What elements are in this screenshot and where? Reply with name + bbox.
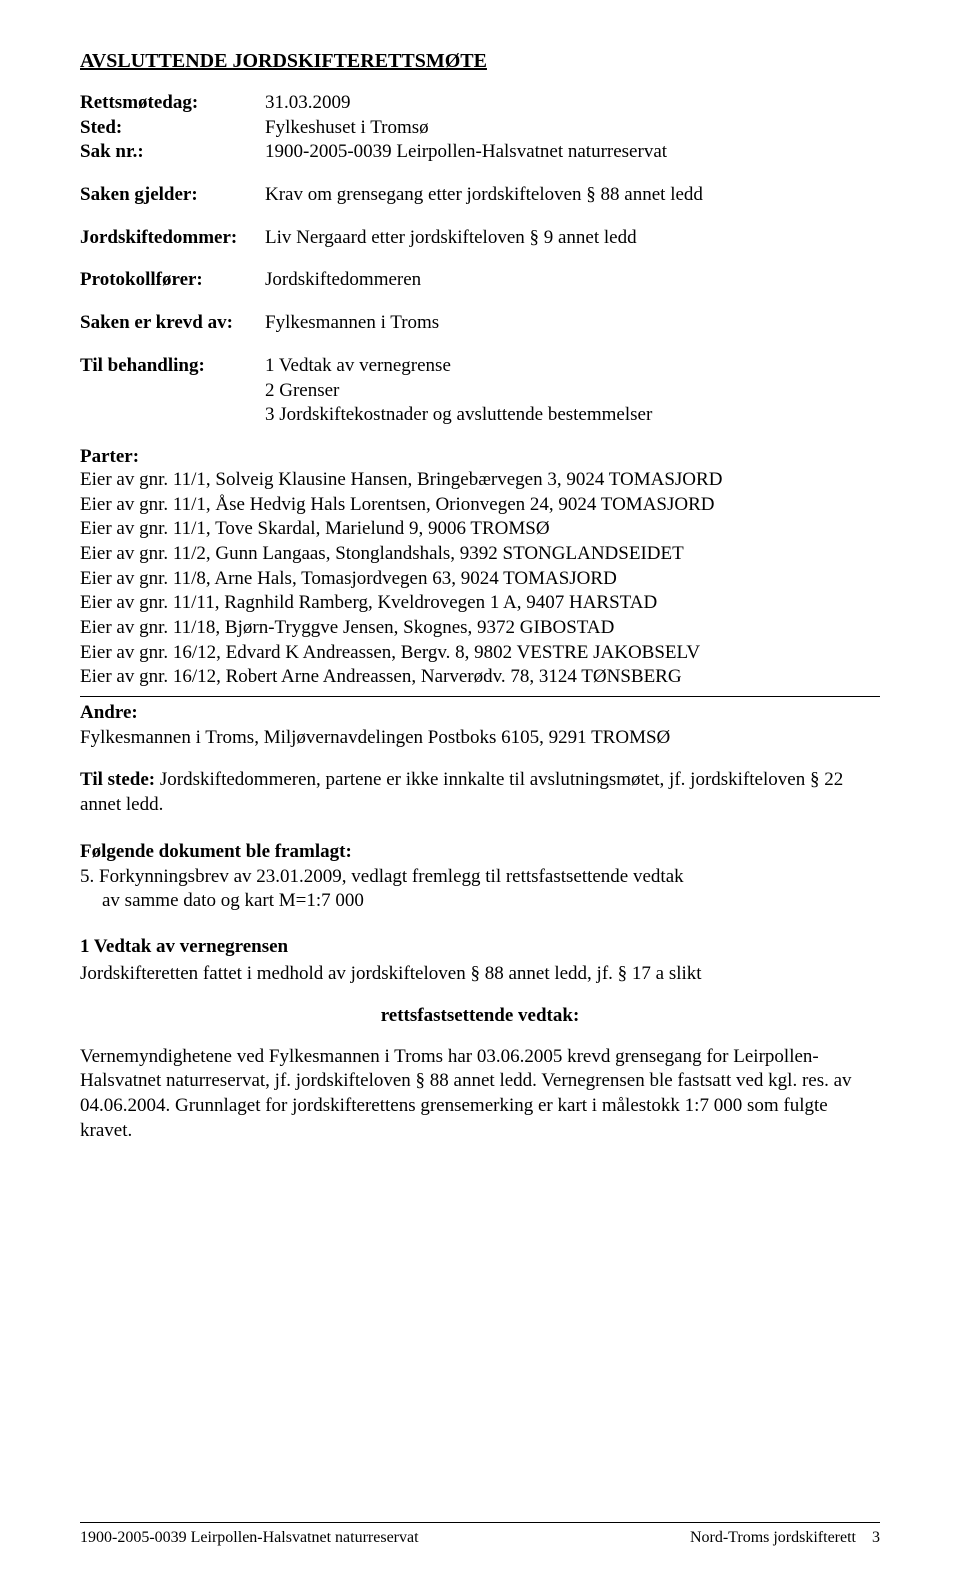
jordskiftedommer-value: Liv Nergaard etter jordskifteloven § 9 a… [265, 226, 880, 251]
tilstede-label: Til stede: [80, 769, 155, 790]
sted-label: Sted: [80, 116, 265, 141]
footer-separator [80, 1522, 880, 1523]
til-behandling-list: 1 Vedtak av vernegrense 2 Grenser 3 Jord… [265, 354, 880, 428]
tilstede-block: Til stede: Jordskiftedommeren, partene e… [80, 768, 880, 817]
framlagt-item-line1: 5. Forkynningsbrev av 23.01.2009, vedlag… [80, 865, 880, 890]
protokollforer-value: Jordskiftedommeren [265, 268, 880, 293]
page-footer: 1900-2005-0039 Leirpollen-Halsvatnet nat… [80, 1517, 880, 1547]
vedtak-centered: rettsfastsettende vedtak: [80, 1005, 880, 1027]
meta-row-protokollforer: Protokollfører: Jordskiftedommeren [80, 268, 880, 293]
saknr-label: Sak nr.: [80, 140, 265, 165]
parter-line-2: Eier av gnr. 11/1, Åse Hedvig Hals Loren… [80, 493, 880, 518]
protokollforer-label: Protokollfører: [80, 268, 265, 293]
parter-line-6: Eier av gnr. 11/11, Ragnhild Ramberg, Kv… [80, 591, 880, 616]
parter-line-3: Eier av gnr. 11/1, Tove Skardal, Marielu… [80, 517, 880, 542]
meta-row-saken-er-krevd: Saken er krevd av: Fylkesmannen i Troms [80, 311, 880, 336]
meta-block-1: Rettsmøtedag: 31.03.2009 Sted: Fylkeshus… [80, 91, 880, 165]
saknr-value: 1900-2005-0039 Leirpollen-Halsvatnet nat… [265, 140, 880, 165]
sted-value: Fylkeshuset i Tromsø [265, 116, 880, 141]
meta-block-4: Protokollfører: Jordskiftedommeren [80, 268, 880, 293]
vedtak-intro: Jordskifteretten fattet i medhold av jor… [80, 962, 880, 987]
parter-line-9: Eier av gnr. 16/12, Robert Arne Andreass… [80, 665, 880, 690]
meta-block-2: Saken gjelder: Krav om grensegang etter … [80, 183, 880, 208]
tilstede-text: Jordskiftedommeren, partene er ikke innk… [80, 769, 843, 815]
meta-row-saken-gjelder: Saken gjelder: Krav om grensegang etter … [80, 183, 880, 208]
meta-row-sted: Sted: Fylkeshuset i Tromsø [80, 116, 880, 141]
parter-line-5: Eier av gnr. 11/8, Arne Hals, Tomasjordv… [80, 567, 880, 592]
saken-gjelder-label: Saken gjelder: [80, 183, 265, 208]
parter-list: Eier av gnr. 11/1, Solveig Klausine Hans… [80, 468, 880, 690]
parter-label: Parter: [80, 446, 880, 468]
rettsmotedag-value: 31.03.2009 [265, 91, 880, 116]
footer-page-number: 3 [872, 1529, 880, 1546]
saken-er-krevd-value: Fylkesmannen i Troms [265, 311, 880, 336]
andre-line: Fylkesmannen i Troms, Miljøvernavdelinge… [80, 726, 880, 751]
footer-line: 1900-2005-0039 Leirpollen-Halsvatnet nat… [80, 1527, 880, 1547]
parter-line-1: Eier av gnr. 11/1, Solveig Klausine Hans… [80, 468, 880, 493]
meta-block-3: Jordskiftedommer: Liv Nergaard etter jor… [80, 226, 880, 251]
parter-line-4: Eier av gnr. 11/2, Gunn Langaas, Stongla… [80, 542, 880, 567]
meta-row-saknr: Sak nr.: 1900-2005-0039 Leirpollen-Halsv… [80, 140, 880, 165]
framlagt-item-line2: av samme dato og kart M=1:7 000 [80, 889, 880, 914]
til-behandling-block: Til behandling: 1 Vedtak av vernegrense … [80, 354, 880, 428]
til-item-1: 1 Vedtak av vernegrense [265, 354, 880, 379]
framlagt-block: Følgende dokument ble framlagt: 5. Forky… [80, 840, 880, 914]
parter-line-8: Eier av gnr. 16/12, Edvard K Andreassen,… [80, 641, 880, 666]
andre-block: Andre: Fylkesmannen i Troms, Miljøvernav… [80, 701, 880, 750]
til-behandling-label: Til behandling: [80, 354, 265, 428]
meta-block-5: Saken er krevd av: Fylkesmannen i Troms [80, 311, 880, 336]
saken-gjelder-value: Krav om grensegang etter jordskifteloven… [265, 183, 880, 208]
document-title: AVSLUTTENDE JORDSKIFTERETTSMØTE [80, 50, 880, 73]
vedtak-heading: 1 Vedtak av vernegrensen [80, 936, 880, 958]
saken-er-krevd-label: Saken er krevd av: [80, 311, 265, 336]
til-item-3: 3 Jordskiftekostnader og avsluttende bes… [265, 403, 880, 428]
separator-line [80, 696, 880, 697]
document-page: AVSLUTTENDE JORDSKIFTERETTSMØTE Rettsmøt… [0, 0, 960, 1575]
meta-row-jordskiftedommer: Jordskiftedommer: Liv Nergaard etter jor… [80, 226, 880, 251]
meta-row-rettsmotedag: Rettsmøtedag: 31.03.2009 [80, 91, 880, 116]
footer-left: 1900-2005-0039 Leirpollen-Halsvatnet nat… [80, 1529, 419, 1547]
til-item-2: 2 Grenser [265, 379, 880, 404]
andre-label: Andre: [80, 701, 880, 726]
framlagt-heading: Følgende dokument ble framlagt: [80, 840, 880, 865]
rettsmotedag-label: Rettsmøtedag: [80, 91, 265, 116]
vedtak-body: Vernemyndighetene ved Fylkesmannen i Tro… [80, 1045, 880, 1144]
footer-right: Nord-Troms jordskifterett 3 [690, 1529, 880, 1547]
jordskiftedommer-label: Jordskiftedommer: [80, 226, 265, 251]
footer-right-text: Nord-Troms jordskifterett [690, 1529, 856, 1546]
parter-line-7: Eier av gnr. 11/18, Bjørn-Tryggve Jensen… [80, 616, 880, 641]
